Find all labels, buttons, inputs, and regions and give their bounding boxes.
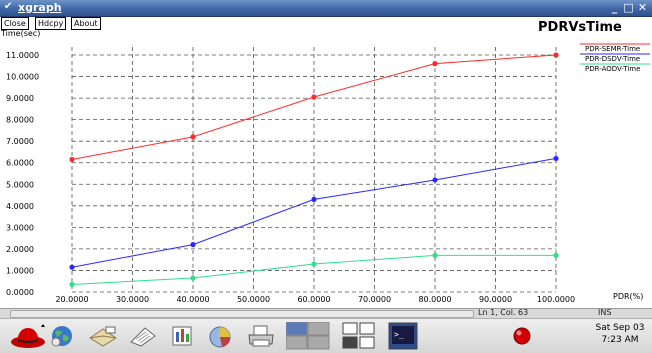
legend-label: PDR-AODV-Time — [585, 65, 640, 73]
y-tick-label: 1.0000 — [6, 266, 34, 275]
clock-time: 7:23 AM — [601, 335, 639, 345]
data-point — [553, 155, 559, 162]
y-tick-label: 0.0000 — [6, 288, 34, 297]
y-tick-label: 6.0000 — [6, 159, 34, 168]
printer-icon[interactable] — [246, 324, 276, 348]
cursor-position: Ln 1, Col. 63 — [478, 308, 529, 317]
clock[interactable]: Sat Sep 03 7:23 AM — [590, 322, 650, 346]
data-point — [432, 61, 438, 67]
close-button[interactable]: Close — [1, 17, 29, 30]
data-point — [311, 94, 317, 100]
window-titlebar[interactable]: ✔ xgraph _ □ ✕ — [0, 0, 652, 17]
taskbar: >_ Sat Sep 03 7:23 AM — [0, 318, 652, 353]
window-menu-icon[interactable]: ✔ — [4, 1, 13, 12]
redhat-icon[interactable] — [10, 322, 46, 350]
plot-area: 0.0000 1.0000 2.0000 3.0000 4.0000 5.0000 6.00… — [6, 43, 650, 304]
terminal-icon[interactable]: >_ — [388, 322, 418, 350]
y-tick-label: 3.0000 — [6, 223, 34, 232]
data-point — [553, 52, 559, 58]
data-point — [432, 252, 438, 258]
x-tick-label: 90.0000 — [479, 295, 512, 304]
writer-icon[interactable] — [128, 324, 158, 348]
data-point — [311, 261, 317, 267]
x-tick-label: 100.0000 — [537, 295, 575, 304]
close-window-icon[interactable]: ✕ — [637, 1, 648, 14]
insert-mode: INS — [598, 308, 612, 317]
x-tick-label: 60.0000 — [297, 295, 330, 304]
data-point — [69, 281, 75, 288]
y-tick-label: 5.0000 — [6, 180, 34, 189]
status-bar: Ln 1, Col. 63 INS — [0, 308, 652, 318]
x-tick-label: 30.0000 — [116, 295, 149, 304]
y-tick-label: 7.0000 — [6, 137, 34, 146]
x-axis-label: PDR(%) — [613, 292, 644, 301]
y-tick-label: 8.0000 — [6, 116, 34, 125]
window-title: xgraph — [18, 1, 62, 14]
x-tick-label: 70.0000 — [358, 295, 391, 304]
mail-icon[interactable] — [88, 324, 118, 348]
x-tick-label: 40.0000 — [176, 295, 209, 304]
x-tick-label: 80.0000 — [418, 295, 451, 304]
data-point — [190, 134, 196, 140]
legend-label: PDR-DSDV-Time — [585, 55, 640, 63]
data-point — [432, 177, 438, 183]
data-point — [553, 252, 559, 258]
data-point — [69, 156, 75, 163]
svg-text:>_: >_ — [394, 330, 404, 339]
minimize-icon[interactable]: _ — [611, 1, 618, 14]
legend-label: PDR-SEMR-Time — [585, 45, 640, 53]
hdcpy-button[interactable]: Hdcpy — [35, 17, 67, 30]
spreadsheet-icon[interactable] — [206, 324, 236, 348]
window-list-icon[interactable] — [342, 322, 382, 350]
x-tick-label: 50.0000 — [237, 295, 270, 304]
y-tick-label: 11.0000 — [6, 51, 39, 60]
data-point — [190, 242, 196, 248]
data-point — [311, 196, 317, 202]
y-tick-label: 10.0000 — [6, 73, 39, 82]
clock-date: Sat Sep 03 — [595, 323, 645, 333]
y-tick-label: 2.0000 — [6, 245, 34, 254]
y-tick-label: 4.0000 — [6, 202, 34, 211]
about-button[interactable]: About — [71, 17, 101, 30]
y-tick-label: 9.0000 — [6, 94, 34, 103]
x-tick-label: 20.0000 — [55, 295, 88, 304]
browser-globe-icon[interactable] — [50, 324, 74, 348]
data-point — [190, 275, 196, 281]
update-alert-icon[interactable] — [510, 324, 534, 348]
chart-title: PDRVsTime — [538, 20, 622, 35]
workspace-switcher-icon[interactable] — [286, 322, 330, 350]
presentation-icon[interactable] — [170, 324, 194, 348]
maximize-icon[interactable]: □ — [623, 1, 634, 14]
horizontal-scrollbar[interactable] — [10, 310, 474, 318]
y-axis-label: Time(sec) — [1, 29, 41, 38]
data-point — [69, 264, 75, 270]
